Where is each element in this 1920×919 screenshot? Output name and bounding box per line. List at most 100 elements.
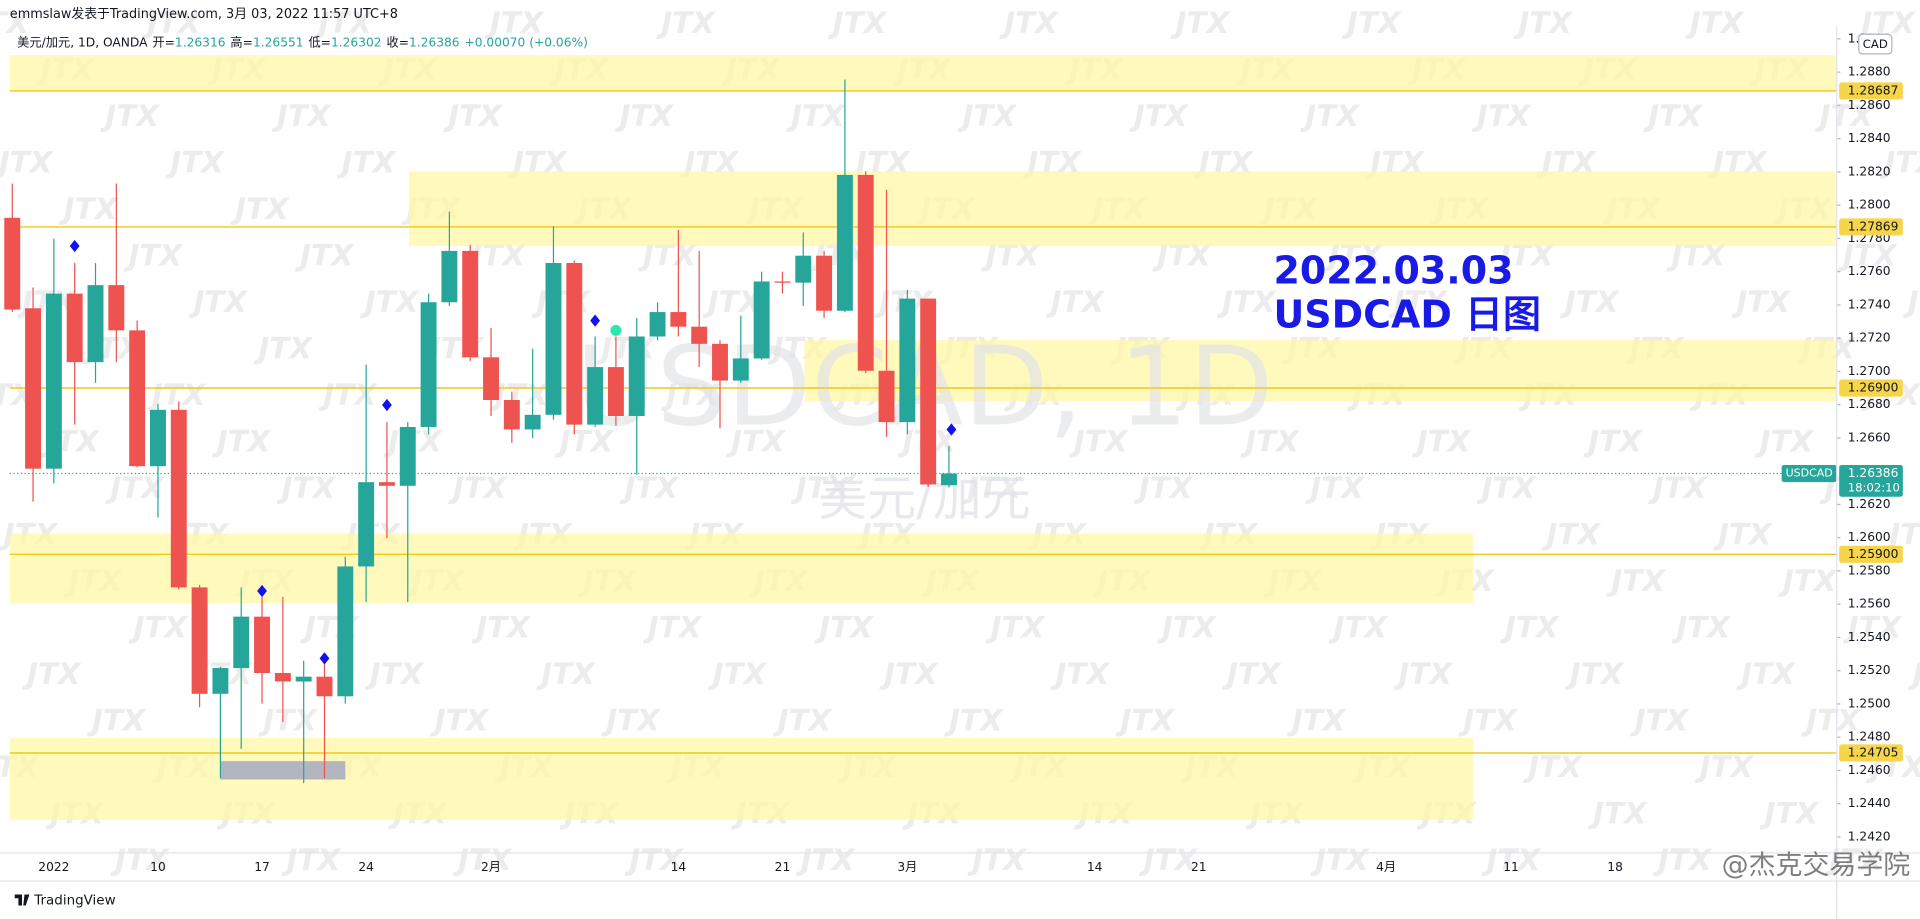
brand-watermark: JTX [703,285,763,319]
candle-body [358,482,375,567]
range-box [220,761,346,780]
candle-body [399,426,416,486]
brand-watermark: JTX [1903,285,1920,319]
candle-body [545,263,562,415]
brand-watermark: JTX [615,99,675,133]
x-tick-label: 11 [1503,860,1519,874]
candle-body [628,336,645,416]
brand-watermark: JTX [986,610,1046,644]
price-line-label: 1.24705 [1848,745,1899,759]
candle-body [45,293,62,469]
brand-watermark: JTX [471,610,531,644]
brand-watermark: JTX [1310,843,1370,877]
brand-watermark: JTX [360,285,420,319]
candle-body [129,330,146,467]
marker [319,652,330,665]
footer-logo: TradingView [14,894,116,909]
annotation: USDCAD 日图 [1273,292,1540,336]
brand-watermark: JTX [596,331,656,365]
y-tick-label: 1.2760 [1848,264,1891,278]
brand-watermark: JTX [253,331,313,365]
y-tick-label: 1.2540 [1848,630,1891,644]
price-line-label-box [1839,218,1903,236]
brand-watermark: JTX [1134,471,1194,505]
brand-watermark: JTX [1713,517,1773,551]
y-tick-label: 1.2720 [1848,331,1891,345]
brand-watermark: JTX [619,471,679,505]
candle-body [503,400,520,430]
x-tick-label: 4月 [1376,860,1396,874]
countdown: 18:02:10 [1848,481,1900,495]
legend-label: 收= [386,35,409,49]
x-tick-label: 21 [1191,860,1207,874]
marker [69,239,80,253]
x-tick-label: 14 [1087,860,1103,874]
candle-body [587,367,604,425]
brand-watermark: JTX [212,424,272,458]
price-line-label-box [1839,379,1903,397]
candle-body [170,409,187,588]
brand: TradingView [33,894,115,909]
candle-body [795,255,812,283]
brand-watermark: JTX [1565,657,1625,691]
annotation: 2022.03.03 [1273,248,1513,292]
brand-watermark: JTX [1588,796,1648,830]
brand-watermark: JTX [1815,99,1875,133]
price-line-label-box [1839,82,1903,100]
candle-body [941,473,957,486]
candle-body [857,174,874,371]
brand-watermark: JTX [318,378,378,412]
brand-watermark: JTX [1648,471,1708,505]
brand-watermark: JTX [1328,610,1388,644]
brand-watermark: JTX [791,471,851,505]
brand-watermark: JTX [1671,610,1731,644]
brand-watermark: JTX [1643,99,1703,133]
candle-body [441,250,458,303]
brand-watermark: JTX [814,610,874,644]
candle-body [212,668,229,694]
brand-watermark: JTX [258,703,318,737]
candle-body [732,358,749,381]
brand-watermark: JTX [1129,99,1189,133]
brand-watermark: JTX [1388,285,1448,319]
brand-watermark: JTX [1472,99,1532,133]
brand-watermark: JTX [708,657,768,691]
brand-watermark: JTX [1171,6,1231,40]
marker [590,314,600,327]
x-tick-label: 10 [150,860,166,874]
brand-watermark: JTX [967,843,1027,877]
brand-watermark: JTX [365,657,425,691]
zone [804,340,1837,402]
y-tick-label: 1.2740 [1848,297,1891,311]
brand-watermark: JTX [295,238,355,272]
brand-watermark: JTX [601,703,661,737]
legend: 美元/加元, 1D, OANDA 开= 1.26316 高= 1.26551 低= 1.26… [17,34,588,49]
candle-body [108,285,125,331]
marker [610,324,622,336]
currency-box [1858,33,1893,55]
brand-watermark: JTX [1458,703,1518,737]
credit-watermark: @杰克交易学院 [1722,850,1911,881]
brand-watermark: JTX [105,471,165,505]
brand-watermark: JTX [443,99,503,133]
brand-watermark: JTX [1838,238,1898,272]
brand-watermark: JTX [142,6,202,40]
brand-watermark: JTX [1482,843,1542,877]
brand-watermark: JTX [786,99,846,133]
price-line-label-box [1839,744,1903,762]
brand-watermark: JTX [1412,424,1472,458]
x-tick-label: 24 [358,860,374,874]
y-tick-label: 1.2880 [1848,65,1891,79]
zones [9,55,1837,820]
candle-body [233,616,250,669]
brand-watermark: JTX [1513,6,1573,40]
price-line-label: 1.28687 [1848,83,1899,97]
header: emmslaw发表于TradingView.com, 3月 03, 2022 1… [10,6,398,22]
candle-body [316,676,333,697]
candle-body [649,312,666,337]
y-tick-label: 1.2500 [1848,696,1891,710]
brand-watermark: JTX [430,703,490,737]
brand-watermark: JTX [1685,6,1745,40]
last-price-box [1839,464,1903,497]
candle-body [920,298,937,485]
